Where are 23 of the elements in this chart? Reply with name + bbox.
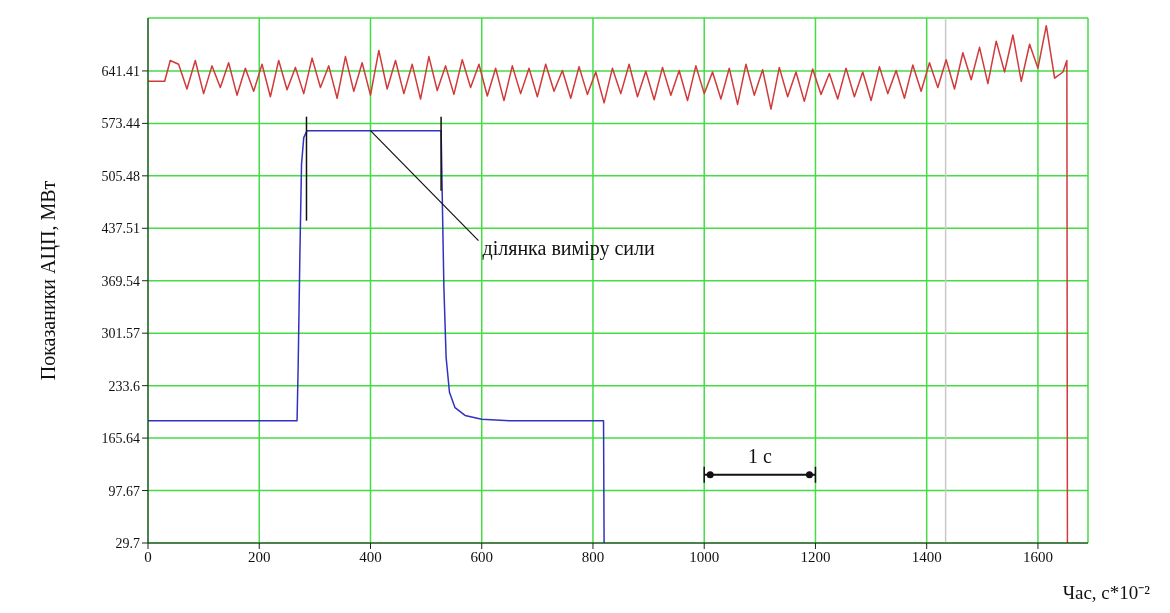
x-tick-label: 600: [470, 548, 493, 565]
x-axis-title: Час, с*10⁻²: [1062, 582, 1151, 603]
x-tick-label: 1000: [689, 548, 720, 565]
y-tick-label: 301.57: [101, 326, 140, 342]
y-tick-label: 369.54: [101, 273, 140, 289]
y-axis-title: Показаники АЦП, МВт: [37, 180, 61, 381]
x-tick-label: 1400: [911, 548, 942, 565]
annotation: 1 с: [747, 444, 772, 467]
x-tick-label: 1600: [1022, 548, 1053, 565]
x-tick-label: 0: [144, 548, 152, 565]
x-tick-label: 800: [581, 548, 605, 565]
y-tick-label: 97.67: [108, 483, 140, 499]
y-tick-label: 233.6: [108, 378, 140, 394]
line-series: [148, 24, 1069, 543]
y-tick-label: 641.41: [101, 63, 140, 79]
x-tick-label: 400: [359, 548, 382, 565]
y-tick-label: 505.48: [101, 168, 140, 184]
y-tick-label: 165.64: [101, 431, 140, 447]
y-tick-label: 29.7: [115, 535, 140, 551]
y-tick-label: 437.51: [101, 221, 140, 237]
x-tick-label: 200: [247, 548, 271, 565]
x-tick-label: 1200: [800, 548, 831, 565]
y-tick-label: 573.44: [101, 116, 140, 132]
